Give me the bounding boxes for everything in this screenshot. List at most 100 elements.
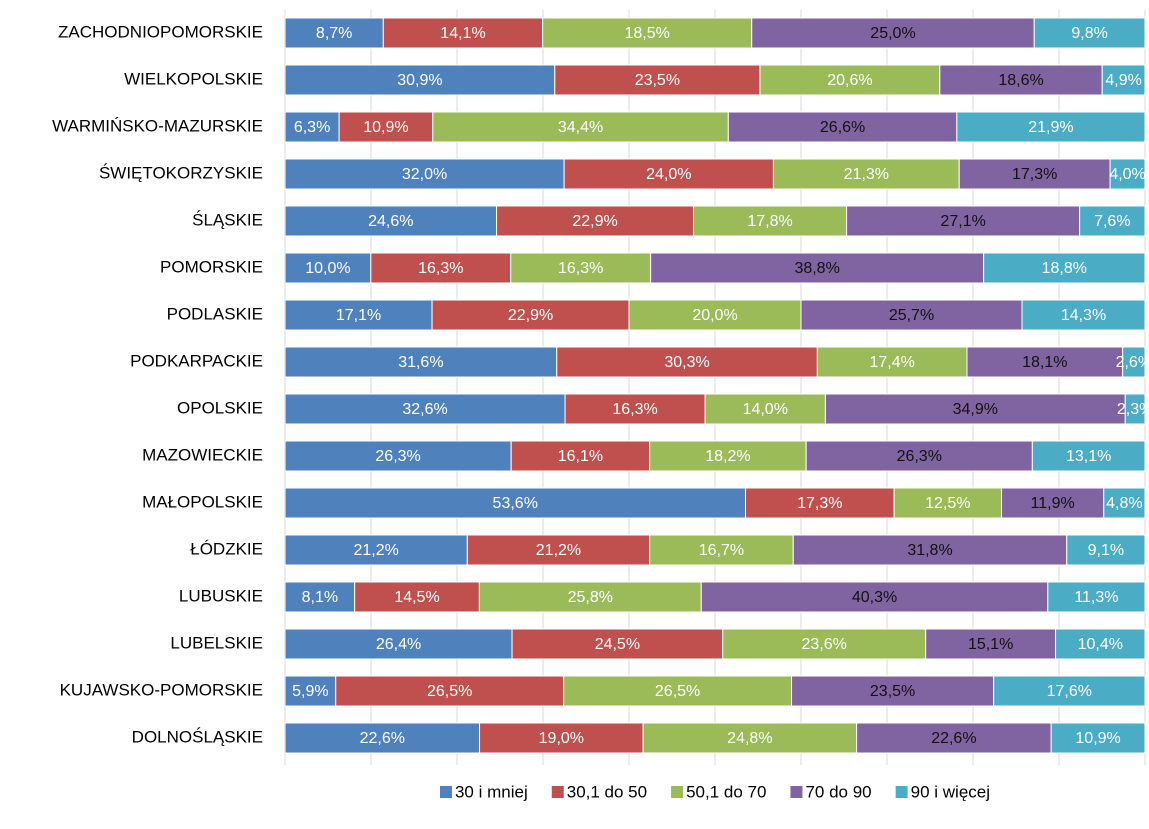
- bar-segment: [335, 675, 565, 707]
- data-label: 17,3%: [797, 495, 842, 512]
- data-label: 24,0%: [646, 166, 691, 183]
- data-label: 25,0%: [870, 25, 915, 42]
- category-label: KUJAWSKO-POMORSKIE: [60, 680, 263, 699]
- data-label: 17,3%: [1012, 166, 1057, 183]
- bar-segment: [285, 111, 340, 143]
- bar-segment: [1047, 581, 1146, 613]
- data-label: 14,3%: [1061, 307, 1106, 324]
- bar-segment: [432, 111, 729, 143]
- data-label: 38,8%: [794, 260, 839, 277]
- data-label: 20,6%: [827, 72, 872, 89]
- data-label: 22,6%: [360, 730, 405, 747]
- bar-segment: [556, 346, 818, 378]
- bar-segment: [1021, 299, 1146, 331]
- data-label: 18,8%: [1042, 260, 1087, 277]
- legend-swatch: [895, 786, 908, 798]
- bar-segment: [649, 440, 807, 472]
- bar-segment: [285, 252, 372, 284]
- bar-segment: [649, 534, 794, 566]
- bar-segment: [939, 64, 1103, 96]
- bar-segment: [285, 205, 498, 237]
- data-label: 25,8%: [568, 589, 613, 606]
- bar-segment: [285, 158, 565, 190]
- bar-segment: [285, 17, 384, 49]
- legend-label: 30 i mniej: [455, 782, 528, 801]
- legend-label: 90 i więcej: [911, 782, 990, 801]
- bar-segment: [285, 64, 556, 96]
- data-label: 10,4%: [1078, 636, 1123, 653]
- data-label: 16,1%: [558, 448, 603, 465]
- bar-segment: [1124, 393, 1146, 425]
- bar-segment: [1050, 722, 1146, 754]
- data-label: 26,5%: [655, 683, 700, 700]
- category-label: WIELKOPOLSKIE: [124, 69, 263, 88]
- bar-segment: [805, 440, 1033, 472]
- legend-swatch: [551, 786, 564, 798]
- bar-segment: [628, 299, 802, 331]
- data-label: 24,5%: [595, 636, 640, 653]
- data-label: 22,9%: [572, 213, 617, 230]
- bar-segment: [1079, 205, 1146, 237]
- bar-segment: [496, 205, 694, 237]
- data-label: 8,1%: [302, 589, 338, 606]
- bar-segment: [800, 299, 1023, 331]
- bar-segment: [1031, 440, 1146, 472]
- bar-segment: [700, 581, 1049, 613]
- bar-segment: [478, 581, 702, 613]
- data-label: 53,6%: [493, 495, 538, 512]
- data-label: 14,1%: [440, 25, 485, 42]
- data-label: 4,8%: [1106, 495, 1142, 512]
- bar-segment: [1055, 628, 1146, 660]
- bar-segment: [1122, 346, 1146, 378]
- category-label: LUBELSKIE: [170, 633, 263, 652]
- data-label: 7,6%: [1094, 213, 1130, 230]
- data-label: 26,3%: [375, 448, 420, 465]
- bar-segment: [285, 346, 558, 378]
- data-label: 9,8%: [1071, 25, 1107, 42]
- category-labels: ZACHODNIOPOMORSKIE WIELKOPOLSKIE WARMIŃSKO…: [52, 22, 263, 746]
- data-label: 24,8%: [727, 730, 772, 747]
- bar-segment: [751, 17, 1035, 49]
- data-label: 12,5%: [925, 495, 970, 512]
- data-label: 30,9%: [397, 72, 442, 89]
- data-label: 11,9%: [1031, 495, 1075, 512]
- category-label: MAZOWIECKIE: [142, 445, 263, 464]
- data-label: 10,9%: [1075, 730, 1120, 747]
- data-label: 21,3%: [844, 166, 889, 183]
- bar-segment: [824, 393, 1126, 425]
- bar-segment: [759, 64, 941, 96]
- legend-label: 70 do 90: [805, 782, 871, 801]
- bar-segment: [285, 534, 468, 566]
- data-label: 21,9%: [1028, 119, 1073, 136]
- bar-segment: [285, 393, 566, 425]
- bar-segment: [704, 393, 826, 425]
- data-label: 14,5%: [394, 589, 439, 606]
- data-label: 23,5%: [870, 683, 915, 700]
- data-label: 27,1%: [940, 213, 985, 230]
- data-label: 17,6%: [1047, 683, 1092, 700]
- data-label: 26,6%: [820, 119, 865, 136]
- data-label: 21,2%: [536, 542, 581, 559]
- data-label: 31,6%: [398, 354, 443, 371]
- bar-segment: [846, 205, 1081, 237]
- bar-segment: [956, 111, 1146, 143]
- category-label: PODKARPACKIE: [130, 351, 263, 370]
- data-label: 5,9%: [292, 683, 328, 700]
- data-label: 11,3%: [1074, 589, 1118, 606]
- data-label: 30,3%: [664, 354, 709, 371]
- data-label: 8,7%: [316, 25, 352, 42]
- data-label: 20,0%: [692, 307, 737, 324]
- data-label: 26,4%: [376, 636, 421, 653]
- bar-segment: [1109, 158, 1146, 190]
- data-label: 31,8%: [907, 542, 952, 559]
- data-label: 26,5%: [427, 683, 472, 700]
- data-label: 17,8%: [747, 213, 792, 230]
- bar-segment: [1033, 17, 1146, 49]
- data-label: 13,1%: [1066, 448, 1111, 465]
- data-label: 2,6%: [1116, 354, 1149, 371]
- bar-segment: [966, 346, 1124, 378]
- category-label: ŚLĄSKIE: [192, 210, 263, 229]
- bar-segment: [370, 252, 512, 284]
- data-label: 22,6%: [931, 730, 976, 747]
- data-label: 21,2%: [353, 542, 398, 559]
